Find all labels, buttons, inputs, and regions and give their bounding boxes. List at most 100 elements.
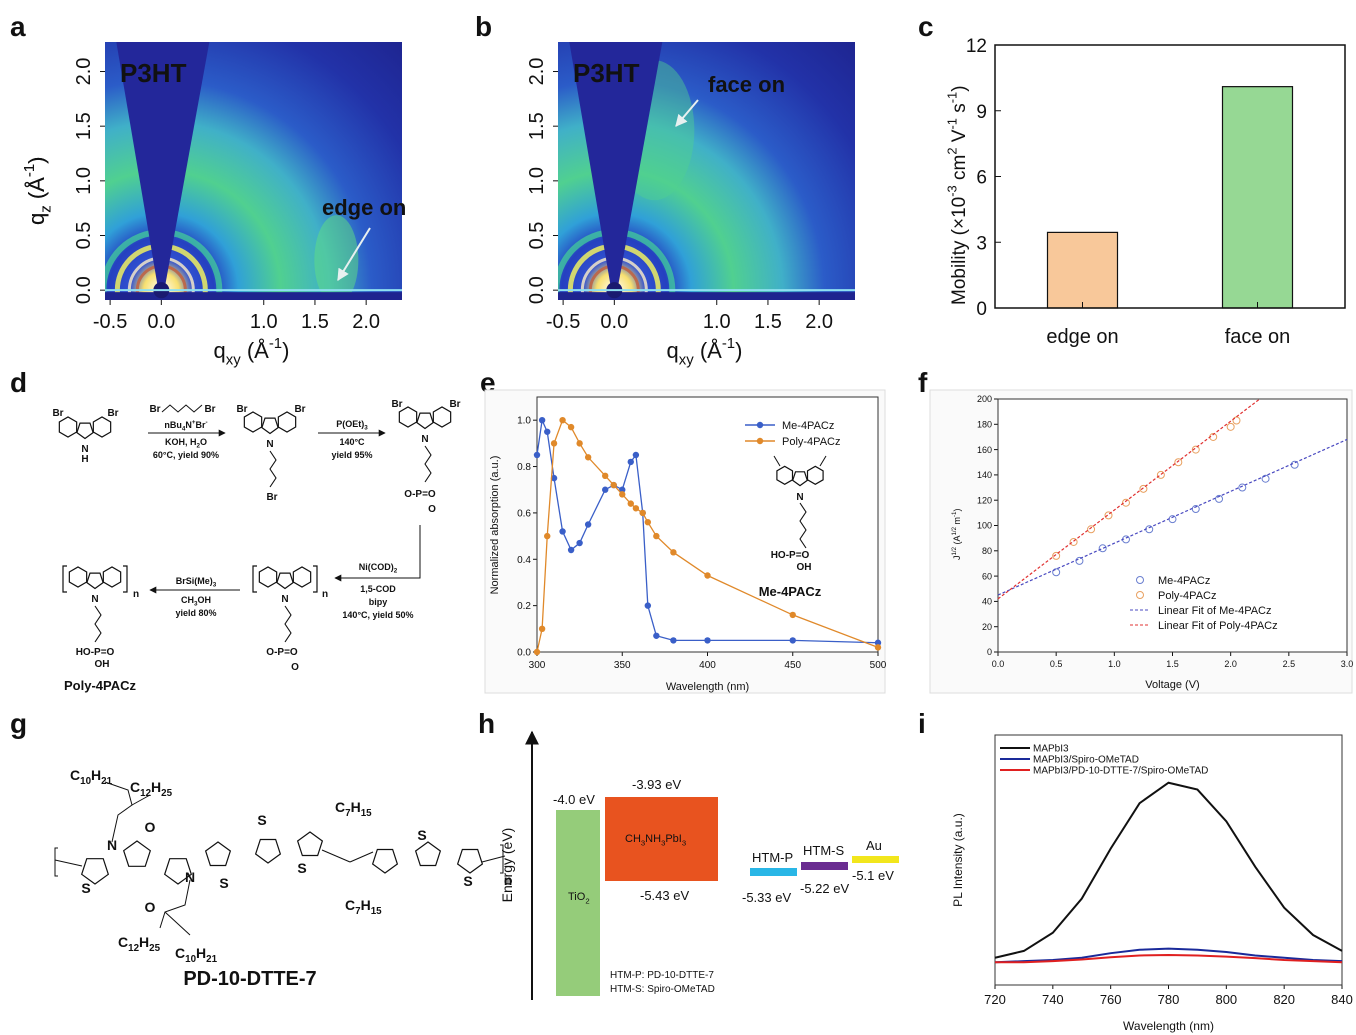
x-tick-label: 450 [784,660,801,671]
atom: N [796,492,803,503]
y-tick-label: 0 [987,647,992,657]
data-point [704,572,711,579]
tio2-band [556,810,600,996]
y-tick-label: 0.0 [526,276,548,304]
y-tick-label: 1.0 [517,416,531,427]
data-point [544,428,551,435]
label-part: (Å [694,338,722,363]
data-point [1232,416,1241,425]
legend-marker [1136,576,1144,584]
condition: BrSi(Me)3 [176,576,217,589]
data-point [1174,458,1183,467]
atom: O-P=O [404,489,436,500]
x-tick-label: 820 [1273,992,1295,1007]
x-tick-label: 2.0 [1224,659,1237,669]
alkyl-chain [284,605,292,643]
label-part: z [38,205,55,212]
missing-wedge [116,42,210,291]
condition: yield 80% [175,608,216,618]
vinylene [321,849,351,863]
atom: O-P=O [266,647,298,658]
atom: HO-P=O [771,550,810,561]
data-point [550,440,558,447]
below-horizon [558,292,855,300]
x-tick-label: 0.5 [1050,659,1063,669]
alkyl-chain [104,781,133,843]
y-tick-label: 120 [977,495,992,505]
annotation: face on [708,72,785,97]
label-part: -1 [21,164,38,177]
label-part: q [667,338,679,363]
data-point [627,500,634,507]
atom: Br [294,404,305,415]
series-line [994,947,1343,964]
data-point [639,509,646,517]
benzene-ring [258,566,278,588]
x-tick-label: 720 [984,992,1006,1007]
condition: 140°C, yield 50% [342,610,413,620]
data-point [533,648,541,656]
data-point [1238,483,1247,492]
panel-label: g [10,708,27,739]
five-ring [276,572,294,590]
data-point [584,521,592,528]
label-part: Mobility (×10 [949,197,970,305]
x-tick-label: 1.5 [754,311,782,333]
atom: Br [149,404,160,415]
label-part: V [949,129,970,147]
panel-label: d [10,367,27,398]
series-line [536,419,879,653]
condition: KOH, H2O [165,437,207,450]
y-tick-label: 0.2 [517,601,531,612]
label-part: (A [952,535,962,547]
alkyl-chain [164,911,191,936]
inset-label: Me-4PACz [759,584,822,599]
data-point [1191,445,1200,454]
legend-label: MAPbI3/PD-10-DTTE-7/Spiro-OMeTAD [1033,766,1208,777]
label-part: ) [24,157,49,164]
y-tick-label: 40 [982,597,992,607]
data-point [1139,484,1148,493]
y-axis-label: qz (Å-1) [21,157,55,225]
label-part: J [952,556,962,561]
atom: H [81,454,88,465]
x-axis-label: Wavelength (nm) [1123,1019,1214,1033]
atom: S [463,873,472,889]
y-axis-label: J1/2 (A1/2 m-1) [951,509,962,560]
alkyl-chain [94,605,102,643]
legend-label: MAPbI3/Spiro-OMeTAD [1033,755,1139,766]
atom: n [504,872,513,888]
x-axis-label: qxy (Å-1) [667,335,743,369]
legend-label: Poly-4PACz [782,436,840,448]
y-axis-label: PL Intensity (a.u.) [951,813,965,907]
bond [54,859,83,867]
label-part: -1 [944,118,959,129]
legend-marker [1136,591,1144,599]
x-tick-label: face on [1225,326,1291,348]
legend-label: Linear Fit of Me-4PACz [1158,605,1272,617]
data-point [1069,537,1078,546]
atom: Br [391,399,402,410]
below-horizon [105,292,402,300]
atom: N [281,594,288,605]
atom: n [133,589,139,600]
y-tick-label: 2.0 [526,58,548,86]
atom: OH [797,562,812,573]
data-point [627,458,634,466]
level-label: -5.33 eV [742,890,791,905]
panel-label: b [475,11,492,42]
detector-image [558,42,855,300]
atom: S [297,860,306,876]
map-title: P3HT [120,58,187,88]
map-title: P3HT [573,58,640,88]
atom: S [219,875,228,891]
label-part: 2 [944,147,959,154]
five-ring [122,840,152,867]
label-part: (Å [24,177,49,205]
label-part: -1 [951,511,958,517]
label-part: xy [226,352,241,369]
y-tick-label: 200 [977,394,992,404]
label-part: -1 [944,92,959,103]
benzene-ring [432,406,452,428]
